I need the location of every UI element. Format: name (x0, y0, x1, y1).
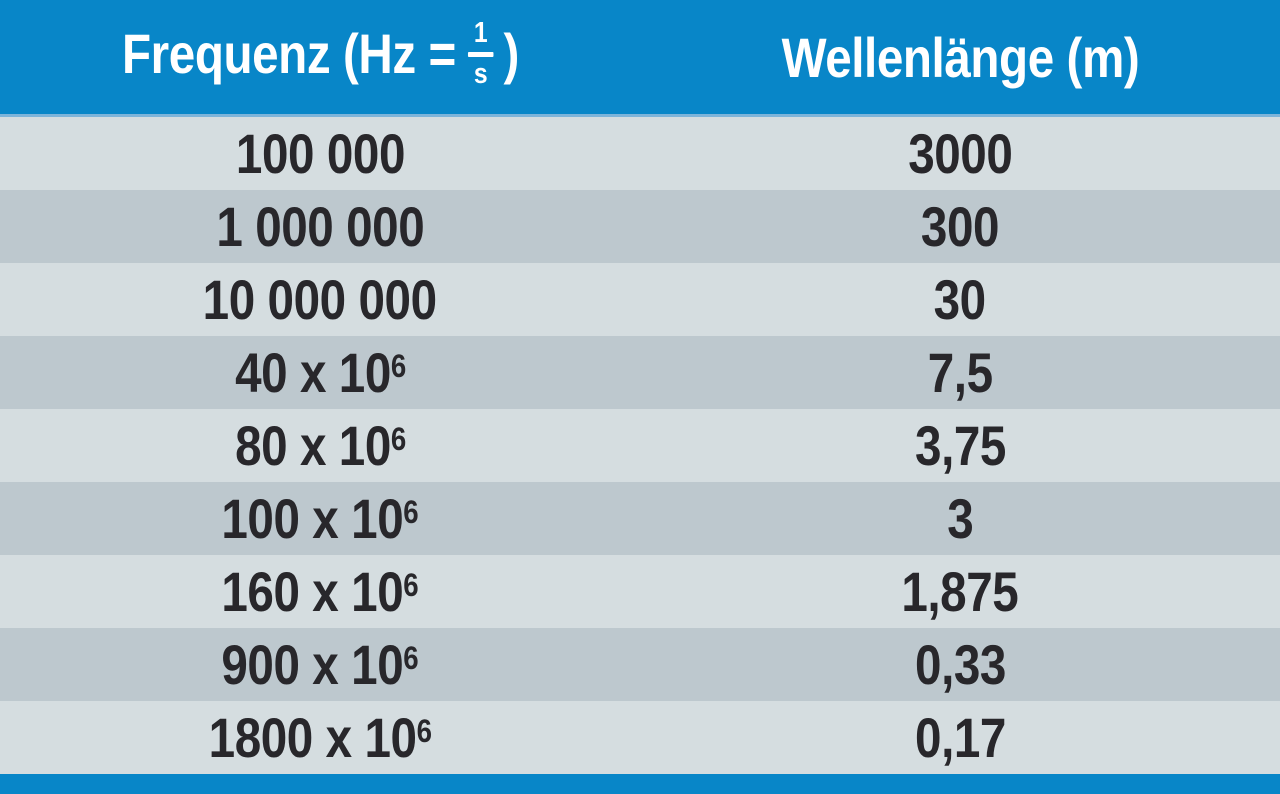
exponent: 6 (390, 421, 406, 458)
bottom-border-bar (0, 774, 1280, 794)
table-row: 80 x 106 3,75 (0, 409, 1280, 482)
frequency-cell: 1800 x 106 (208, 706, 432, 769)
wavelength-cell: 1,875 (901, 560, 1019, 623)
wavelength-header-label: Wellenlänge (m) (781, 25, 1139, 89)
wavelength-cell: 3000 (907, 122, 1013, 185)
wavelength-cell: 0,33 (914, 633, 1006, 696)
frequency-cell: 900 x 106 (221, 633, 419, 696)
fraction-numerator: 1 (473, 16, 487, 49)
table-row: 160 x 106 1,875 (0, 555, 1280, 628)
frequency-cell: 100 000 (235, 122, 405, 185)
exponent: 6 (403, 640, 419, 677)
wavelength-cell: 3 (946, 487, 974, 550)
wavelength-cell: 300 (920, 195, 1000, 258)
frequency-cell: 80 x 106 (234, 414, 406, 477)
table-header-row: Frequenz (Hz = 1 s) Wellenlänge (m) (0, 0, 1280, 117)
wavelength-cell: 30 (933, 268, 987, 331)
table-row: 40 x 106 7,5 (0, 336, 1280, 409)
frequency-header-suffix: ) (503, 21, 519, 85)
frequency-cell: 100 x 106 (221, 487, 419, 550)
frequency-cell: 160 x 106 (221, 560, 419, 623)
wavelength-cell: 7,5 (927, 341, 993, 404)
frequency-header-content: Frequenz (Hz = 1 s) (121, 16, 519, 93)
exponent: 6 (403, 567, 419, 604)
wavelength-cell: 3,75 (914, 414, 1006, 477)
frequency-header-prefix: Frequenz (Hz = (121, 21, 456, 85)
frequency-cell: 40 x 106 (234, 341, 406, 404)
table-row: 100 000 3000 (0, 117, 1280, 190)
table-row: 1800 x 106 0,17 (0, 701, 1280, 774)
frequency-cell: 10 000 000 (203, 268, 437, 331)
fraction-denominator: s (473, 58, 487, 91)
table-row: 10 000 000 30 (0, 263, 1280, 336)
table-row: 100 x 106 3 (0, 482, 1280, 555)
frequency-column-header: Frequenz (Hz = 1 s) (0, 0, 640, 114)
frequency-cell: 1 000 000 (216, 195, 424, 258)
exponent: 6 (390, 348, 406, 385)
wavelength-cell: 0,17 (914, 706, 1006, 769)
exponent: 6 (416, 713, 432, 750)
wavelength-column-header: Wellenlänge (m) (640, 0, 1280, 114)
exponent: 6 (403, 494, 419, 531)
fraction-bar (467, 52, 493, 58)
table-row: 1 000 000 300 (0, 190, 1280, 263)
table-row: 900 x 106 0,33 (0, 628, 1280, 701)
